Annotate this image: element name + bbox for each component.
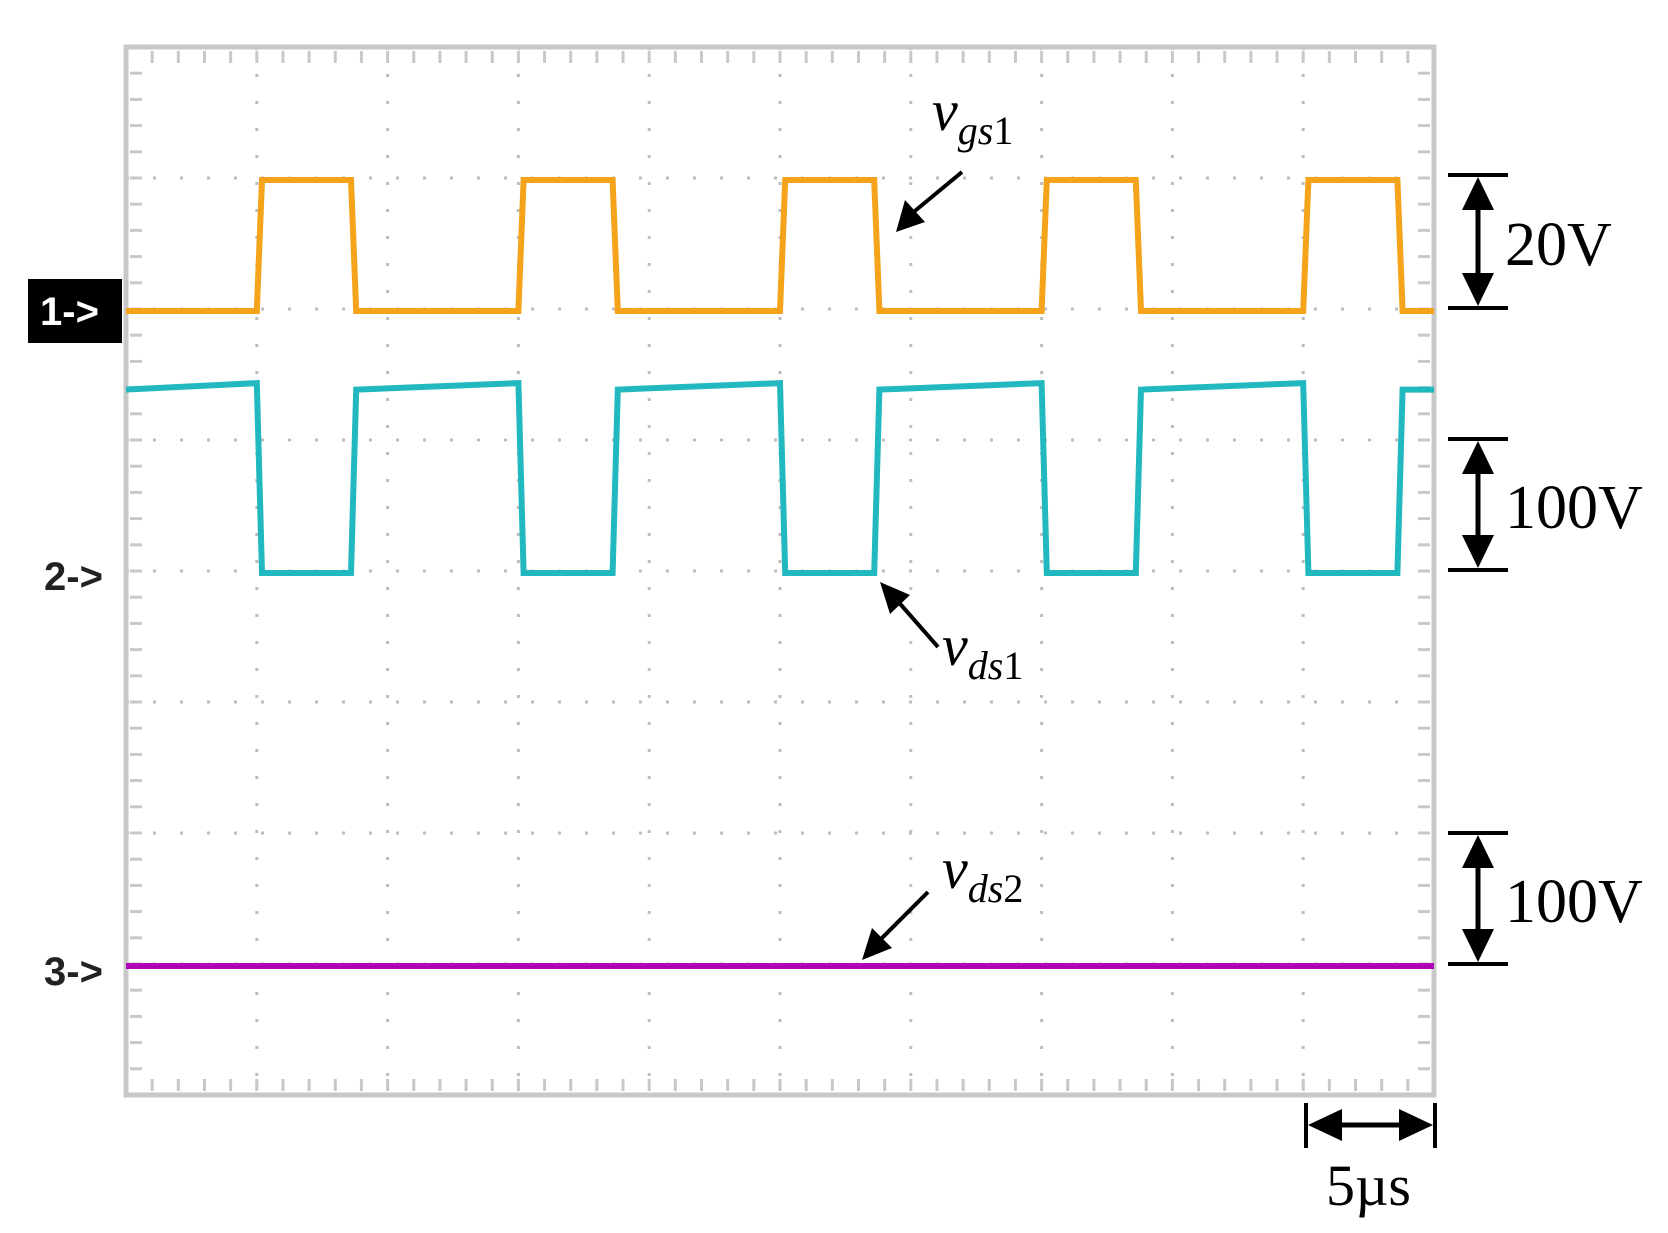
scale-bar-ch1: 20V [1448,173,1612,310]
channel-2-marker: 2-> [44,555,103,599]
vds1-arrow-head [880,582,910,614]
vds1-arrow-line [893,596,940,649]
time-scale-label: 5µs [1326,1153,1411,1218]
scale-label-ch2: 100V [1505,474,1643,542]
channel-1-marker-box [28,279,122,343]
vgs1-arrow-line [908,170,964,217]
vds2-arrow-line [876,890,930,944]
vds1-label: vds1 [942,613,1023,688]
channel-3-marker: 3-> [44,950,103,994]
channel-markers: 1-> 2-> 3-> [28,279,122,994]
plot-frame [123,44,1437,1098]
scale-bar-ch3: 100V [1448,831,1643,966]
vds2-label: vds2 [942,836,1023,911]
scale-bar-ch2: 100V [1448,437,1643,572]
time-scale-bar: 5µs [1304,1103,1437,1218]
vgs1-arrow-head [896,200,925,232]
waveform-traces [125,177,1434,969]
series-annotations: vgs1 vds1 vds2 [862,78,1023,960]
trace-vgs1 [126,177,1434,314]
vds2-arrow-head [862,928,892,960]
vgs1-label: vgs1 [932,78,1013,153]
trace-vds1 [125,379,1434,576]
scale-bars: 20V 100V 100V 5µs [1304,173,1643,1218]
channel-1-marker: 1-> [40,290,99,334]
scale-label-ch1: 20V [1505,211,1612,279]
scale-label-ch3: 100V [1505,868,1643,936]
